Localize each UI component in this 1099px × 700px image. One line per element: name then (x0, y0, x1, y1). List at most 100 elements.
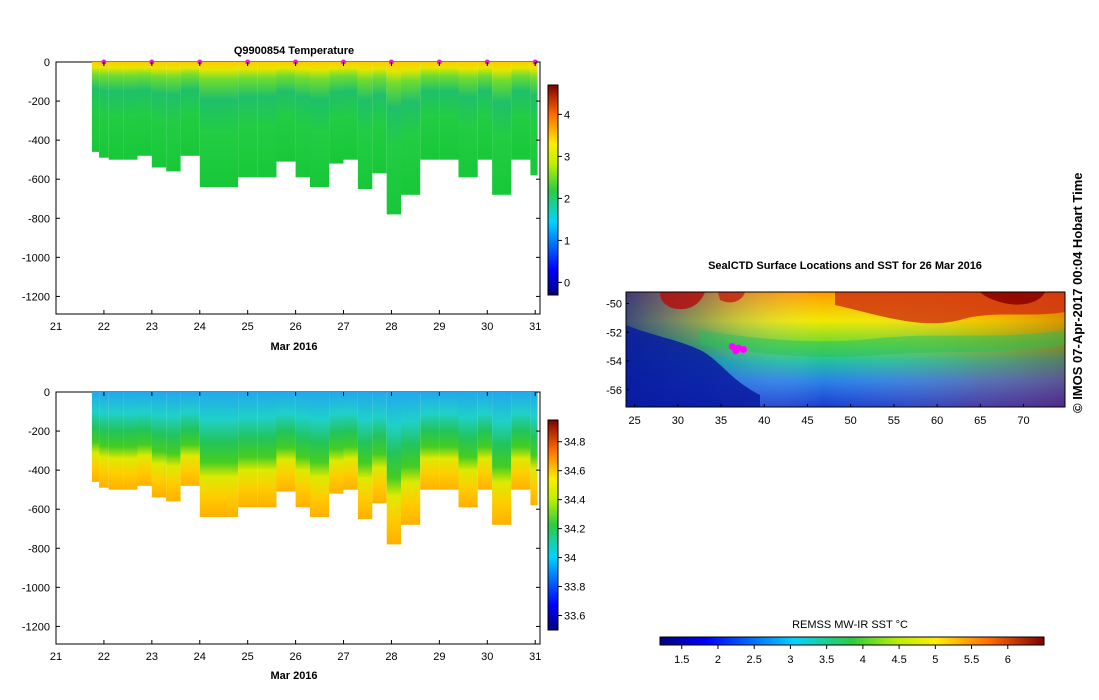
sst-colorbar-tick-label: 1.5 (674, 654, 689, 666)
sal-profile-column (166, 392, 181, 502)
sal-profile-column (530, 392, 538, 506)
seal-location-point (740, 346, 747, 353)
x-tick-label: 27 (337, 321, 349, 333)
sal-profile-column (357, 392, 373, 519)
colorbar-tick-label: 34.4 (564, 495, 585, 507)
sal-profile-column (218, 392, 239, 517)
colorbar-tick-label: 1 (564, 235, 570, 247)
salinity-colorbar-ticks: 33.6 33.8 34 34.2 34.4 34.6 34.8 (558, 437, 585, 623)
temp-profile-column (310, 62, 330, 187)
sal-profile-column (401, 392, 421, 525)
colorbar-tick-label: 34.8 (564, 437, 585, 449)
map-x-tick-label: 25 (629, 415, 641, 427)
sal-profile-column (180, 392, 200, 486)
sst-colorbar-group: REMSS MW-IR SST °C 1.5 2 2.5 3 3.5 4 4.5 5 5.5 6 (659, 619, 1045, 666)
temperature-title: Q9900854 Temperature (234, 45, 354, 57)
temp-profile-column (357, 62, 373, 189)
sal-profile-column (329, 392, 344, 494)
sal-profile-column (492, 392, 512, 525)
sst-field (626, 292, 1065, 407)
colorbar-tick-label: 4 (564, 109, 570, 121)
temp-profile-column (166, 62, 181, 172)
temperature-y-axis: 0 -200 -400 -600 -800 -1000 -1200 (22, 57, 540, 303)
temp-profile-column (295, 62, 310, 178)
colorbar-tick-label: 34.2 (564, 524, 585, 536)
sst-colorbar (659, 636, 1045, 646)
y-tick-label: -1200 (22, 291, 50, 303)
x-tick-label: 24 (194, 651, 206, 663)
temp-profile-column (199, 62, 219, 187)
y-tick-label: -200 (28, 96, 50, 108)
sal-profile-column (91, 392, 100, 482)
sal-profile-column (151, 392, 167, 498)
y-tick-label: -400 (28, 465, 50, 477)
salinity-panel: 21 22 23 24 25 26 27 28 29 30 31 0 -200 -400 -600 -800… (22, 387, 586, 682)
temp-profile-column (372, 62, 387, 174)
x-tick-label: 23 (146, 651, 158, 663)
sal-profile-column (276, 392, 296, 492)
temp-profile-column (257, 62, 277, 178)
y-tick-label: -800 (28, 213, 50, 225)
sst-colorbar-tick-label: 4.5 (891, 654, 906, 666)
x-tick-label: 26 (289, 651, 301, 663)
sal-profile-column (310, 392, 330, 517)
y-tick-label: -1000 (22, 582, 50, 594)
x-tick-label: 25 (242, 321, 254, 333)
sal-profile-column (458, 392, 478, 508)
colorbar-tick-label: 34.6 (564, 466, 585, 478)
credit-text: © IMOS 07-Apr-2017 00:04 Hobart Time (1070, 172, 1085, 413)
sst-map-panel: SealCTD Surface Locations and SST for 26… (606, 260, 1066, 427)
y-tick-label: -600 (28, 504, 50, 516)
sal-profile-column (477, 392, 493, 490)
sst-warm-patch-west (660, 292, 705, 310)
temp-profile-column (91, 62, 100, 152)
temp-profile-column (477, 62, 493, 160)
salinity-colorbar (547, 419, 559, 631)
x-tick-label: 31 (529, 321, 541, 333)
sal-profile-column (372, 392, 387, 504)
colorbar-tick-label: 2 (564, 193, 570, 205)
temp-profile-column (99, 62, 109, 158)
x-tick-label: 27 (337, 651, 349, 663)
temp-profile-column (530, 62, 538, 176)
sal-profile-column (238, 392, 258, 508)
y-tick-label: -200 (28, 426, 50, 438)
y-tick-label: 0 (44, 57, 50, 69)
temp-profile-column (108, 62, 124, 160)
temperature-colorbar-ticks: 0 1 2 3 4 (558, 109, 570, 289)
sal-profile-column (257, 392, 277, 508)
y-tick-label: -400 (28, 135, 50, 147)
temperature-profiles (91, 62, 538, 215)
map-x-tick-label: 70 (1017, 415, 1029, 427)
temp-profile-column (386, 62, 402, 215)
sst-map-y-axis: -50 -52 -54 -56 (606, 299, 629, 397)
x-tick-label: 29 (433, 321, 445, 333)
x-tick-label: 22 (98, 651, 110, 663)
x-tick-label: 26 (289, 321, 301, 333)
temp-profile-column (329, 62, 344, 164)
salinity-x-axis: 21 22 23 24 25 26 27 28 29 30 31 (50, 392, 541, 663)
x-tick-label: 28 (385, 651, 397, 663)
salinity-x-label: Mar 2016 (270, 670, 317, 682)
temperature-colorbar (547, 84, 559, 296)
salinity-profiles (91, 392, 538, 545)
colorbar-tick-label: 3 (564, 151, 570, 163)
temp-profile-column (151, 62, 167, 168)
sst-colorbar-tick-label: 3.5 (819, 654, 834, 666)
map-x-tick-label: 30 (672, 415, 684, 427)
sal-profile-column (386, 392, 402, 545)
x-tick-label: 22 (98, 321, 110, 333)
y-tick-label: -800 (28, 543, 50, 555)
sst-map-title: SealCTD Surface Locations and SST for 26… (708, 260, 982, 272)
x-tick-label: 30 (481, 321, 493, 333)
x-tick-label: 29 (433, 651, 445, 663)
sal-profile-column (343, 392, 358, 490)
x-tick-label: 24 (194, 321, 206, 333)
sst-map-frame (625, 291, 1066, 408)
sst-colorbar-tick-label: 3 (787, 654, 793, 666)
temperature-panel: Q9900854 Temperature 21 22 23 24 25 26 27 28 29 3… (22, 45, 570, 353)
sal-profile-column (439, 392, 459, 490)
temp-profile-column (343, 62, 358, 160)
x-tick-label: 31 (529, 651, 541, 663)
